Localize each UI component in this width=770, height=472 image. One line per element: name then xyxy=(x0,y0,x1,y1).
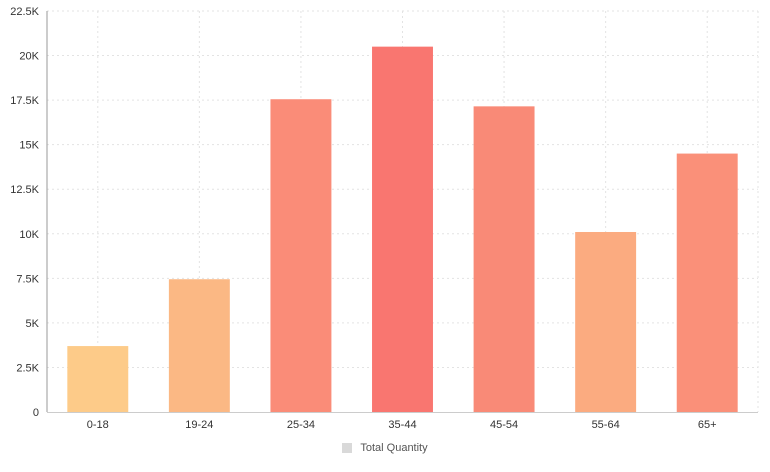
x-tick-label: 25-34 xyxy=(287,419,315,431)
bar-35-44 xyxy=(372,46,433,413)
bar-0-18 xyxy=(67,346,129,412)
bar-25-34 xyxy=(270,99,332,412)
bar-19-24 xyxy=(168,279,230,412)
x-tick-label: 45-54 xyxy=(490,419,518,431)
y-tick-label: 17.5K xyxy=(10,95,39,107)
legend[interactable]: Total Quantity xyxy=(0,442,770,454)
bar-45-54 xyxy=(473,106,535,413)
bars xyxy=(67,46,738,413)
y-tick-label: 2.5K xyxy=(16,362,39,374)
legend-label: Total Quantity xyxy=(360,442,428,454)
bar-55-64 xyxy=(575,231,637,412)
y-tick-label: 12.5K xyxy=(10,184,39,196)
x-tick-label: 19-24 xyxy=(185,419,213,431)
bar-65+ xyxy=(676,153,738,413)
axes: 0 2.5K 5K 7.5K 10K 12.5K 15K 17.5K 20K 22.5K 0-18 1… xyxy=(10,6,758,431)
y-tick-label: 22.5K xyxy=(10,6,39,18)
x-tick-label: 55-64 xyxy=(592,419,620,431)
y-tick-label: 5K xyxy=(26,318,40,330)
x-tick-label: 35-44 xyxy=(388,419,416,431)
y-tick-label: 0 xyxy=(33,407,39,419)
y-tick-label: 7.5K xyxy=(16,273,39,285)
x-tick-label: 65+ xyxy=(698,419,717,431)
legend-swatch xyxy=(342,443,353,453)
y-tick-label: 20K xyxy=(19,51,39,63)
y-tick-label: 10K xyxy=(19,229,39,241)
y-tick-label: 15K xyxy=(19,140,39,152)
x-tick-label: 0-18 xyxy=(87,419,109,431)
